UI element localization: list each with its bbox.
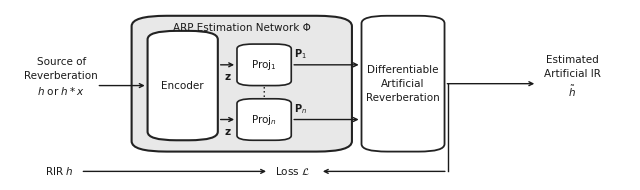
Text: Loss $\mathcal{L}$: Loss $\mathcal{L}$ (275, 165, 310, 177)
Text: Differentiable
Artificial
Reverberation: Differentiable Artificial Reverberation (366, 65, 440, 103)
Text: Source of
Reverberation
$h$ or $h*x$: Source of Reverberation $h$ or $h*x$ (24, 58, 98, 97)
FancyBboxPatch shape (132, 16, 352, 152)
FancyBboxPatch shape (362, 16, 445, 152)
Text: $\mathbf{z}$: $\mathbf{z}$ (224, 72, 232, 82)
FancyBboxPatch shape (148, 31, 218, 140)
Text: ARP Estimation Network Φ: ARP Estimation Network Φ (173, 23, 310, 33)
Text: $\mathbf{P}_n$: $\mathbf{P}_n$ (294, 102, 308, 116)
FancyBboxPatch shape (237, 44, 291, 86)
Text: Proj$_n$: Proj$_n$ (251, 112, 277, 127)
Text: Proj$_1$: Proj$_1$ (252, 58, 277, 72)
Text: Encoder: Encoder (161, 81, 204, 91)
Text: Estimated
Artificial IR
$\tilde{h}$: Estimated Artificial IR $\tilde{h}$ (544, 55, 601, 99)
Text: $\mathbf{z}$: $\mathbf{z}$ (224, 127, 232, 137)
Text: $\mathbf{P}_1$: $\mathbf{P}_1$ (294, 47, 307, 61)
FancyBboxPatch shape (237, 99, 291, 140)
Text: ⋮: ⋮ (258, 86, 270, 99)
Text: RIR $h$: RIR $h$ (45, 165, 74, 177)
